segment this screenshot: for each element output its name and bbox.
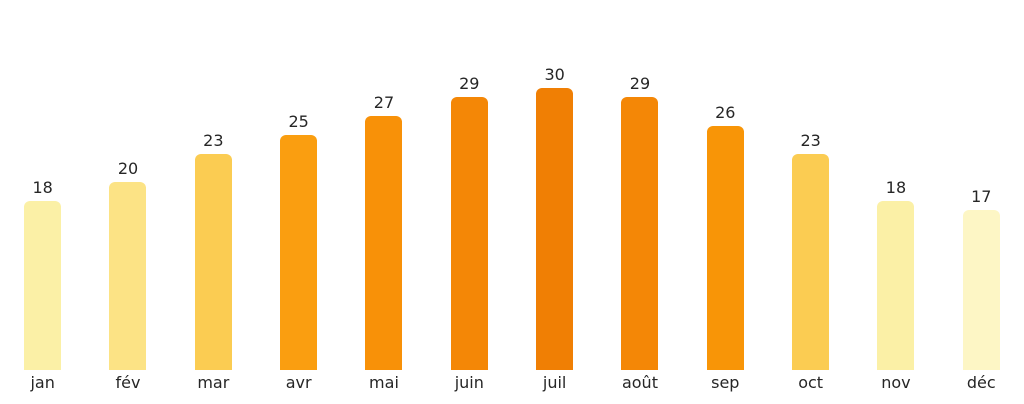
bar-value-label: 18 [32, 178, 53, 197]
bar-group: 30 [512, 0, 597, 370]
x-axis-tick-label: mai [369, 373, 399, 392]
x-axis-slot: mar [171, 370, 256, 392]
bar-value-label: 23 [203, 131, 224, 150]
bar [536, 88, 574, 370]
bar-group: 23 [768, 0, 853, 370]
bar [792, 154, 830, 370]
x-axis-tick-label: mar [197, 373, 230, 392]
x-axis-tick-label: nov [881, 373, 911, 392]
x-axis-tick-label: sep [711, 373, 740, 392]
x-axis-slot: juil [512, 370, 597, 392]
bar [365, 116, 403, 370]
bar-value-label: 23 [800, 131, 821, 150]
x-axis-tick-label: juil [542, 373, 567, 392]
bars-area: 18 20 23 25 27 29 30 29 26 23 18 17 [0, 0, 1024, 370]
bar-value-label: 27 [373, 93, 395, 112]
x-axis-slot: déc [939, 370, 1024, 392]
x-axis-slot: jan [0, 370, 85, 392]
bar-group: 29 [597, 0, 682, 370]
bar-group: 23 [171, 0, 256, 370]
bar [450, 97, 488, 370]
bar-group: 29 [427, 0, 512, 370]
bar-group: 18 [0, 0, 85, 370]
bar-value-label: 25 [288, 112, 309, 131]
x-axis-slot: juin [427, 370, 512, 392]
x-axis-slot: fév [85, 370, 170, 392]
x-axis-slot: août [597, 370, 682, 392]
x-axis-tick-label: oct [798, 373, 824, 392]
x-axis-tick-label: fév [115, 373, 141, 392]
bar-value-label: 20 [117, 159, 139, 178]
bar-value-label: 30 [544, 65, 565, 84]
bar-value-label: 18 [885, 178, 907, 197]
x-axis-tick-label: août [621, 373, 658, 392]
x-axis-tick-label: avr [285, 373, 312, 392]
x-axis-slot: sep [683, 370, 768, 392]
x-axis-tick-label: déc [966, 373, 996, 392]
bar-group: 18 [853, 0, 938, 370]
bar [706, 126, 744, 370]
bar-group: 26 [683, 0, 768, 370]
bar [280, 135, 318, 370]
bar [877, 201, 915, 370]
x-axis-slot: nov [853, 370, 938, 392]
x-axis-slot: mai [341, 370, 426, 392]
x-axis-tick-label: juin [454, 373, 484, 392]
bar [194, 154, 232, 370]
bar [621, 97, 659, 370]
x-axis: jan fév mar avr mai juin juil août sep oct nov déc [0, 370, 1024, 404]
x-axis-slot: oct [768, 370, 853, 392]
bar-value-label: 29 [459, 74, 480, 93]
x-axis-tick-label: jan [30, 373, 55, 392]
bar-group: 20 [85, 0, 170, 370]
bar-value-label: 17 [971, 187, 992, 206]
bar [962, 210, 1000, 370]
bar-value-label: 26 [715, 103, 736, 122]
bar [109, 182, 147, 370]
bar-value-label: 29 [629, 74, 651, 93]
bar-group: 27 [341, 0, 426, 370]
x-axis-slot: avr [256, 370, 341, 392]
bar-group: 17 [939, 0, 1024, 370]
bar [24, 201, 62, 370]
bar-group: 25 [256, 0, 341, 370]
